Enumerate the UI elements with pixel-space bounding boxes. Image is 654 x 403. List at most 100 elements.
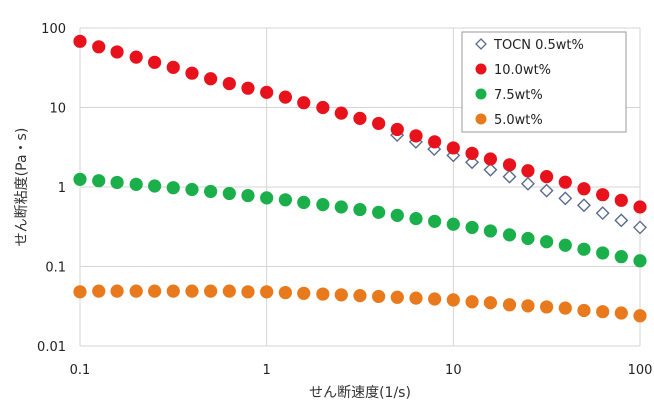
data-point: [539, 183, 554, 198]
data-point: [92, 174, 106, 188]
data-point: [372, 116, 386, 131]
data-point: [260, 191, 274, 205]
data-point: [148, 284, 162, 298]
data-point: [204, 284, 218, 298]
data-point: [129, 284, 143, 298]
data-point: [558, 175, 572, 189]
data-point: [465, 220, 479, 235]
data-point: [633, 200, 647, 214]
legend-label: 10.0wt%: [494, 63, 551, 78]
data-point: [241, 81, 255, 95]
data-point: [540, 170, 554, 184]
data-point: [110, 45, 124, 59]
data-point: [520, 176, 535, 191]
data-point: [446, 141, 460, 155]
data-point: [353, 111, 367, 125]
data-point: [372, 289, 386, 304]
data-point: [558, 238, 572, 252]
data-point: [260, 285, 274, 299]
data-point: [73, 172, 87, 186]
data-point: [446, 217, 460, 231]
data-point: [521, 299, 535, 313]
x-tick-labels: 0.1 1 10 100: [70, 363, 653, 378]
data-point: [502, 228, 517, 242]
data-point: [558, 191, 573, 206]
data-point: [297, 96, 311, 110]
data-point: [278, 193, 293, 207]
data-point: [596, 305, 610, 319]
y-tick-label: 0.01: [37, 340, 66, 355]
data-point: [334, 106, 348, 120]
data-point: [577, 182, 591, 196]
data-point: [596, 246, 610, 260]
data-point: [204, 184, 218, 199]
data-point: [390, 208, 404, 222]
data-point: [185, 284, 199, 298]
data-point: [483, 224, 498, 238]
data-point: [353, 202, 367, 217]
data-point: [558, 301, 572, 315]
data-point: [372, 205, 386, 219]
legend-label: 7.5wt%: [494, 88, 543, 103]
x-axis-label: せん断速度(1/s): [309, 385, 411, 401]
data-point: [576, 198, 591, 213]
series-7-5wt-: [73, 172, 647, 268]
data-point: [596, 188, 610, 202]
data-point: [73, 285, 87, 299]
y-tick-label: 10: [49, 102, 66, 117]
data-point: [148, 55, 162, 69]
series-5-0wt-: [73, 284, 647, 323]
data-point: [428, 214, 442, 228]
data-point: [614, 193, 628, 207]
legend-marker: [475, 38, 487, 50]
data-point: [148, 179, 162, 193]
data-point: [334, 288, 348, 302]
x-tick-label: 0.1: [70, 363, 91, 378]
data-point: [110, 175, 124, 190]
data-point: [185, 66, 199, 80]
data-point: [222, 186, 236, 201]
x-tick-label: 100: [628, 363, 653, 378]
data-point: [92, 40, 106, 54]
y-axis-label: せん断粘度(Pa・s): [14, 128, 30, 247]
data-point: [428, 135, 442, 149]
data-point: [633, 309, 647, 323]
data-point: [390, 122, 404, 137]
data-point: [204, 72, 218, 86]
data-point: [577, 303, 591, 318]
data-point: [428, 292, 442, 306]
data-point: [465, 295, 479, 309]
data-point: [278, 285, 293, 300]
data-point: [540, 300, 554, 314]
data-point: [633, 254, 647, 268]
data-point: [614, 306, 628, 320]
data-point: [297, 286, 311, 300]
legend-box: [461, 31, 627, 133]
data-marks: [73, 34, 647, 323]
y-tick-label: 0.1: [45, 261, 66, 276]
data-point: [222, 76, 236, 91]
y-tick-label: 1: [58, 181, 66, 196]
data-point: [446, 293, 460, 307]
data-point: [483, 162, 498, 177]
data-point: [185, 182, 199, 197]
data-point: [316, 100, 330, 115]
data-point: [129, 50, 143, 64]
x-tick-label: 1: [263, 363, 271, 378]
data-point: [241, 188, 255, 203]
data-point: [483, 152, 498, 166]
data-point: [166, 60, 180, 74]
data-point: [540, 235, 554, 249]
data-point: [73, 34, 87, 48]
data-point: [614, 213, 629, 228]
series-10-0wt-: [73, 34, 647, 214]
legend-label: 5.0wt%: [494, 113, 543, 128]
data-point: [614, 250, 628, 264]
data-point: [260, 85, 274, 99]
data-point: [297, 195, 311, 210]
data-point: [390, 290, 404, 304]
data-point: [465, 146, 479, 160]
data-point: [92, 284, 106, 298]
data-point: [110, 284, 124, 298]
legend-marker: [475, 88, 487, 100]
